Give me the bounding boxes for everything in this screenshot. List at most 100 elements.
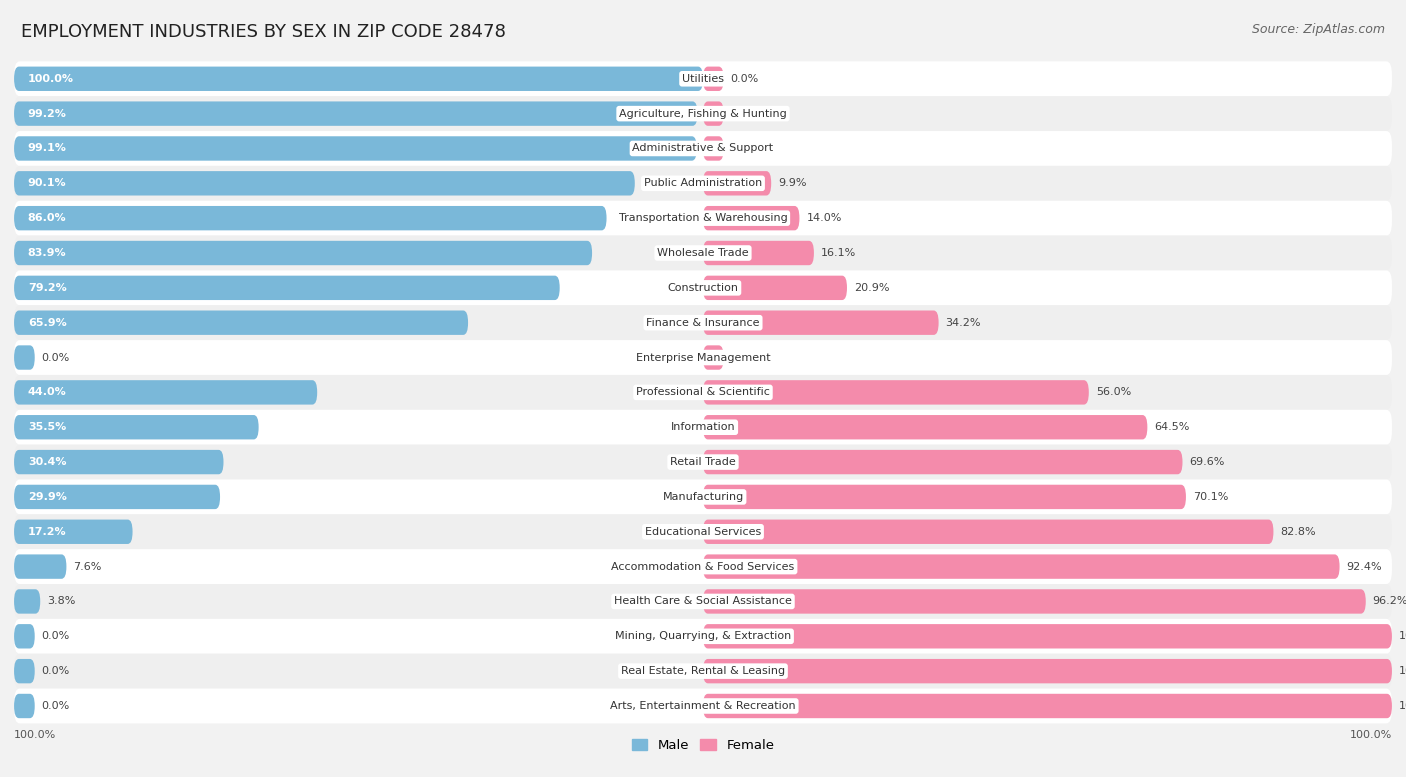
FancyBboxPatch shape — [14, 584, 1392, 618]
FancyBboxPatch shape — [703, 659, 1392, 683]
FancyBboxPatch shape — [14, 311, 468, 335]
FancyBboxPatch shape — [14, 131, 1392, 166]
Text: 99.2%: 99.2% — [28, 109, 66, 119]
Text: Finance & Insurance: Finance & Insurance — [647, 318, 759, 328]
Text: 64.5%: 64.5% — [1154, 422, 1189, 432]
FancyBboxPatch shape — [14, 171, 634, 196]
Text: Enterprise Management: Enterprise Management — [636, 353, 770, 363]
Text: 65.9%: 65.9% — [28, 318, 66, 328]
FancyBboxPatch shape — [14, 375, 1392, 409]
FancyBboxPatch shape — [703, 311, 939, 335]
FancyBboxPatch shape — [14, 659, 35, 683]
Text: 100.0%: 100.0% — [1399, 631, 1406, 641]
FancyBboxPatch shape — [14, 380, 318, 405]
FancyBboxPatch shape — [703, 171, 772, 196]
Text: 0.83%: 0.83% — [731, 109, 766, 119]
Text: Accommodation & Food Services: Accommodation & Food Services — [612, 562, 794, 572]
FancyBboxPatch shape — [703, 450, 1182, 474]
Text: 56.0%: 56.0% — [1095, 388, 1130, 397]
FancyBboxPatch shape — [14, 618, 1392, 653]
FancyBboxPatch shape — [14, 340, 1392, 375]
FancyBboxPatch shape — [14, 479, 1392, 514]
FancyBboxPatch shape — [14, 345, 35, 370]
FancyBboxPatch shape — [703, 102, 724, 126]
Text: 100.0%: 100.0% — [14, 730, 56, 740]
Text: 82.8%: 82.8% — [1281, 527, 1316, 537]
FancyBboxPatch shape — [14, 241, 592, 265]
Text: Professional & Scientific: Professional & Scientific — [636, 388, 770, 397]
FancyBboxPatch shape — [14, 444, 1392, 479]
Text: Public Administration: Public Administration — [644, 178, 762, 188]
Text: Arts, Entertainment & Recreation: Arts, Entertainment & Recreation — [610, 701, 796, 711]
Text: 100.0%: 100.0% — [1399, 701, 1406, 711]
Text: 0.0%: 0.0% — [731, 353, 759, 363]
Text: 90.1%: 90.1% — [28, 178, 66, 188]
FancyBboxPatch shape — [14, 67, 703, 91]
Text: 7.6%: 7.6% — [73, 562, 101, 572]
Text: Information: Information — [671, 422, 735, 432]
Text: 14.0%: 14.0% — [807, 213, 842, 223]
Text: Source: ZipAtlas.com: Source: ZipAtlas.com — [1251, 23, 1385, 37]
Text: 96.2%: 96.2% — [1372, 597, 1406, 607]
Text: 9.9%: 9.9% — [778, 178, 807, 188]
Text: 79.2%: 79.2% — [28, 283, 66, 293]
Text: 100.0%: 100.0% — [1399, 666, 1406, 676]
FancyBboxPatch shape — [14, 555, 66, 579]
FancyBboxPatch shape — [703, 485, 1185, 509]
FancyBboxPatch shape — [703, 67, 724, 91]
FancyBboxPatch shape — [14, 136, 697, 161]
Text: Real Estate, Rental & Leasing: Real Estate, Rental & Leasing — [621, 666, 785, 676]
Text: 0.0%: 0.0% — [731, 74, 759, 84]
Text: 29.9%: 29.9% — [28, 492, 66, 502]
Text: Transportation & Warehousing: Transportation & Warehousing — [619, 213, 787, 223]
Text: 0.0%: 0.0% — [42, 701, 70, 711]
FancyBboxPatch shape — [14, 694, 35, 718]
Text: 86.0%: 86.0% — [28, 213, 66, 223]
Text: Educational Services: Educational Services — [645, 527, 761, 537]
FancyBboxPatch shape — [14, 520, 132, 544]
FancyBboxPatch shape — [703, 589, 1365, 614]
FancyBboxPatch shape — [703, 415, 1147, 440]
Text: 0.93%: 0.93% — [731, 144, 766, 154]
FancyBboxPatch shape — [703, 694, 1392, 718]
FancyBboxPatch shape — [14, 200, 1392, 235]
Text: 0.0%: 0.0% — [42, 631, 70, 641]
FancyBboxPatch shape — [14, 549, 1392, 584]
Text: Utilities: Utilities — [682, 74, 724, 84]
FancyBboxPatch shape — [14, 305, 1392, 340]
Text: Mining, Quarrying, & Extraction: Mining, Quarrying, & Extraction — [614, 631, 792, 641]
FancyBboxPatch shape — [14, 589, 41, 614]
FancyBboxPatch shape — [14, 61, 1392, 96]
FancyBboxPatch shape — [703, 624, 1392, 649]
Text: Wholesale Trade: Wholesale Trade — [657, 248, 749, 258]
FancyBboxPatch shape — [14, 688, 1392, 723]
Text: Health Care & Social Assistance: Health Care & Social Assistance — [614, 597, 792, 607]
Text: 0.0%: 0.0% — [42, 666, 70, 676]
FancyBboxPatch shape — [14, 235, 1392, 270]
Text: Administrative & Support: Administrative & Support — [633, 144, 773, 154]
Text: 44.0%: 44.0% — [28, 388, 66, 397]
Text: 35.5%: 35.5% — [28, 422, 66, 432]
FancyBboxPatch shape — [14, 102, 697, 126]
Text: 30.4%: 30.4% — [28, 457, 66, 467]
Text: 100.0%: 100.0% — [28, 74, 75, 84]
Text: 70.1%: 70.1% — [1192, 492, 1229, 502]
Text: 83.9%: 83.9% — [28, 248, 66, 258]
Text: Agriculture, Fishing & Hunting: Agriculture, Fishing & Hunting — [619, 109, 787, 119]
FancyBboxPatch shape — [14, 166, 1392, 200]
FancyBboxPatch shape — [14, 514, 1392, 549]
Text: 20.9%: 20.9% — [853, 283, 890, 293]
Text: Manufacturing: Manufacturing — [662, 492, 744, 502]
Text: 16.1%: 16.1% — [821, 248, 856, 258]
FancyBboxPatch shape — [703, 520, 1274, 544]
Legend: Male, Female: Male, Female — [626, 734, 780, 758]
Text: 3.8%: 3.8% — [48, 597, 76, 607]
Text: 99.1%: 99.1% — [28, 144, 66, 154]
FancyBboxPatch shape — [14, 653, 1392, 688]
Text: 34.2%: 34.2% — [945, 318, 981, 328]
FancyBboxPatch shape — [14, 206, 606, 230]
FancyBboxPatch shape — [703, 206, 800, 230]
Text: 17.2%: 17.2% — [28, 527, 66, 537]
FancyBboxPatch shape — [14, 96, 1392, 131]
Text: Retail Trade: Retail Trade — [671, 457, 735, 467]
